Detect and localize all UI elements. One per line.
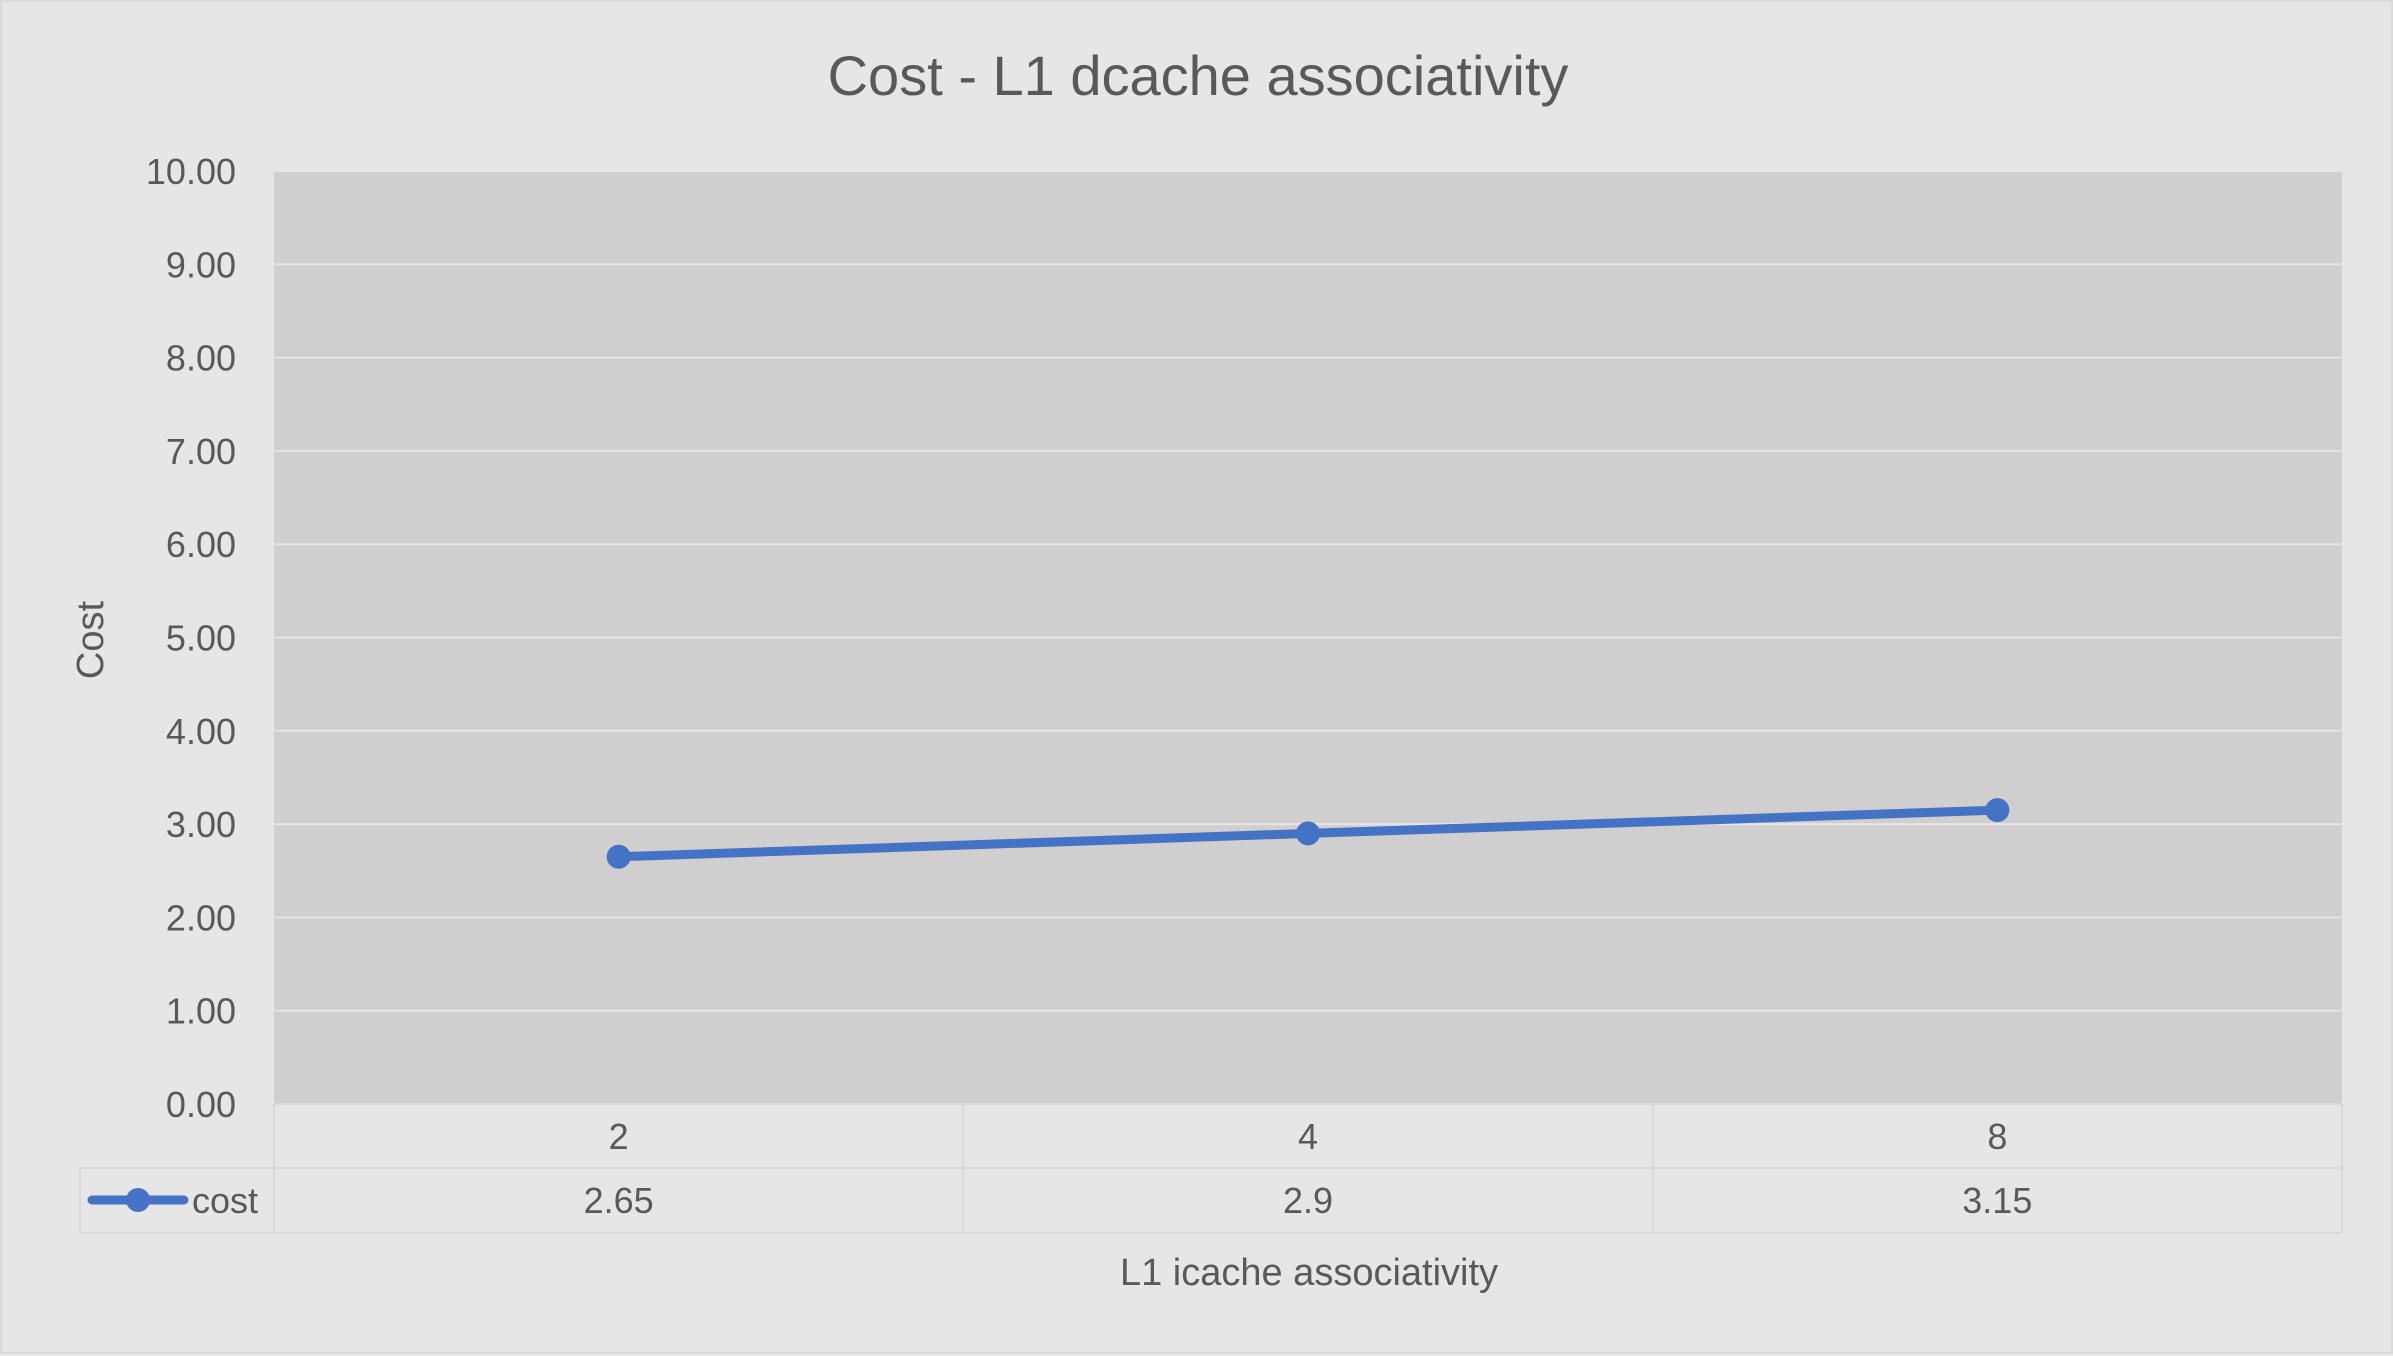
y-tick-label: 0.00 xyxy=(166,1084,236,1125)
y-tick-label: 10.00 xyxy=(146,151,236,192)
y-tick-label: 7.00 xyxy=(166,431,236,472)
x-axis-title: L1 icache associativity xyxy=(1120,1252,1498,1294)
data-table-value: 3.15 xyxy=(1962,1180,2032,1221)
x-tick-label: 2 xyxy=(609,1116,629,1157)
y-tick-label: 5.00 xyxy=(166,618,236,659)
y-tick-label: 3.00 xyxy=(166,804,236,845)
x-tick-label: 4 xyxy=(1298,1116,1318,1157)
data-table-value: 2.9 xyxy=(1283,1180,1333,1221)
y-tick-label: 2.00 xyxy=(166,897,236,938)
y-tick-label: 9.00 xyxy=(166,244,236,285)
y-tick-label: 1.00 xyxy=(166,991,236,1032)
legend-label: cost xyxy=(192,1180,258,1221)
y-tick-label: 6.00 xyxy=(166,524,236,565)
data-table-value: 2.65 xyxy=(584,1180,654,1221)
gridlines xyxy=(274,170,2342,1105)
y-tick-label: 4.00 xyxy=(166,711,236,752)
data-point xyxy=(1296,821,1320,846)
series-cost xyxy=(606,798,2010,869)
data-table: 2 2.65 4 2.9 8 3.15 cost xyxy=(79,1103,2343,1234)
data-point xyxy=(1985,798,2010,823)
data-point xyxy=(606,844,631,869)
chart-title: Cost - L1 dcache associativity xyxy=(828,44,1569,107)
y-axis-ticks: 0.00 1.00 2.00 3.00 4.00 5.00 6.00 7.00 8.00 9.00… xyxy=(146,151,236,1125)
y-axis-title: Cost xyxy=(70,600,112,679)
x-tick-label: 8 xyxy=(1987,1116,2007,1157)
legend-marker-icon xyxy=(126,1188,150,1212)
y-tick-label: 8.00 xyxy=(166,338,236,379)
